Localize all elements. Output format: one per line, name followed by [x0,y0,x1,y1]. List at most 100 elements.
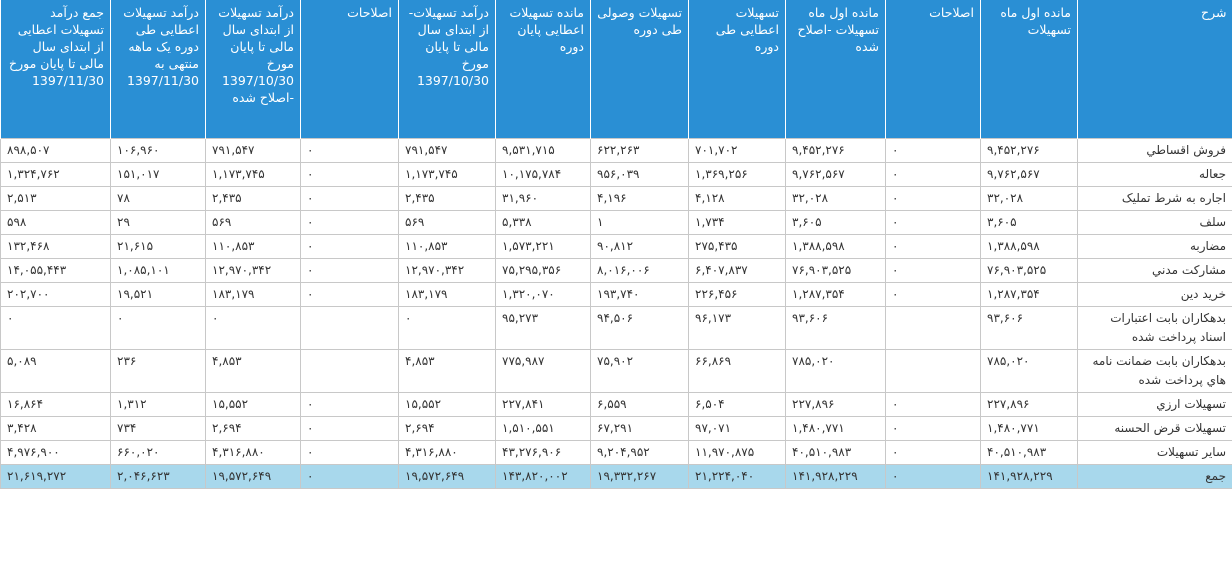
cell: ۲۲۷,۸۹۶ [785,392,886,417]
table-row: مضاربه ۱,۳۸۸,۵۹۸ ۰ ۱,۳۸۸,۵۹۸ ۲۷۵,۴۳۵ ۹۰,۸۱۲ ۱,… [0,234,1232,259]
column-header: درآمد تسهیلات اعطایی طی دوره یک ماهه منت… [110,0,206,139]
cell: ۴,۸۵۳ [398,349,496,393]
cell [300,306,399,350]
cell: ۱۱۰,۸۵۳ [205,234,301,259]
cell: ۵,۰۸۹ [0,349,111,393]
cell: ۱۴۳,۸۲۰,۰۰۲ [495,464,591,489]
cell: ۲,۶۹۴ [205,416,301,441]
cell: ۱,۴۸۰,۷۷۱ [980,416,1078,441]
cell: ۰ [300,234,399,259]
row-label: تسهيلات ارزي [1077,392,1232,417]
cell: ۶۶۰,۰۲۰ [110,440,206,465]
cell: ۶,۴۰۷,۸۳۷ [688,258,786,283]
cell: ۱۲,۹۷۰,۳۴۲ [398,258,496,283]
cell: ۲,۴۳۵ [398,186,496,211]
cell: ۱۴۱,۹۲۸,۲۲۹ [785,464,886,489]
cell: ۵,۳۳۸ [495,210,591,235]
table-row: تسهيلات قرض الحسنه ۱,۴۸۰,۷۷۱ ۰ ۱,۴۸۰,۷۷۱ ۹۷,… [0,416,1232,441]
row-label: اجاره به شرط تمليک [1077,186,1232,211]
row-label: مضاربه [1077,234,1232,259]
cell: ۷۰۱,۷۰۲ [688,138,786,163]
cell: ۳,۶۰۵ [980,210,1078,235]
cell: ۰ [885,234,981,259]
cell: ۰ [300,162,399,187]
cell: ۰ [398,306,496,350]
cell: ۲۷۵,۴۳۵ [688,234,786,259]
cell: ۱,۳۲۰,۰۷۰ [495,282,591,307]
cell: ۹۷,۰۷۱ [688,416,786,441]
cell: ۱,۳۶۹,۲۵۶ [688,162,786,187]
cell: ۷۹۱,۵۴۷ [205,138,301,163]
table-row: خريد دين ۱,۲۸۷,۳۵۴ ۰ ۱,۲۸۷,۳۵۴ ۲۲۶,۴۵۶ ۱۹۳,۷۴… [0,282,1232,307]
cell: ۹۳,۶۰۶ [785,306,886,350]
cell: ۰ [885,162,981,187]
column-header: شرح [1077,0,1232,139]
cell: ۲۱,۲۲۴,۰۴۰ [688,464,786,489]
row-label: جعاله [1077,162,1232,187]
cell: ۰ [885,258,981,283]
cell: ۰ [110,306,206,350]
cell: ۱,۵۱۰,۵۵۱ [495,416,591,441]
cell: ۷۶,۹۰۳,۵۲۵ [785,258,886,283]
cell: ۱۵,۵۵۲ [205,392,301,417]
row-label: تسهيلات قرض الحسنه [1077,416,1232,441]
cell: ۶,۵۰۴ [688,392,786,417]
cell: ۰ [885,282,981,307]
cell: ۱,۱۷۳,۷۴۵ [205,162,301,187]
table-body: فروش اقساطي ۹,۴۵۲,۲۷۶ ۰ ۹,۴۵۲,۲۷۶ ۷۰۱,۷۰۲ ۶۲۲… [0,138,1232,489]
column-header: مانده اول ماه تسهیلات [980,0,1078,139]
cell: ۰ [885,210,981,235]
column-header: درآمد تسهیلات از ابتدای سال مالی تا پایا… [205,0,301,139]
cell [300,349,399,393]
cell: ۱۸۳,۱۷۹ [205,282,301,307]
cell: ۹۶,۱۷۳ [688,306,786,350]
table-head: شرح مانده اول ماه تسهیلات اصلاحات مانده اول… [0,0,1232,139]
cell: ۰ [300,210,399,235]
cell: ۶,۵۵۹ [590,392,689,417]
cell: ۰ [205,306,301,350]
cell: ۳۲,۰۲۸ [980,186,1078,211]
cell: ۴,۳۱۶,۸۸۰ [205,440,301,465]
cell: ۱,۳۸۸,۵۹۸ [980,234,1078,259]
cell: ۵۶۹ [205,210,301,235]
header-row: شرح مانده اول ماه تسهیلات اصلاحات مانده اول… [0,0,1232,139]
cell: ۱,۰۸۵,۱۰۱ [110,258,206,283]
table-row: بدهکاران بابت ضمانت نامه هاي پرداخت شده ۷… [0,349,1232,393]
cell: ۰ [885,416,981,441]
column-header: تسهیلات اعطایی طی دوره [688,0,786,139]
cell: ۹۵۶,۰۳۹ [590,162,689,187]
cell: ۹۴,۵۰۶ [590,306,689,350]
cell: ۲,۰۴۶,۶۲۳ [110,464,206,489]
column-header: تسهیلات وصولی طی دوره [590,0,689,139]
cell: ۲,۵۱۳ [0,186,111,211]
table-row: فروش اقساطي ۹,۴۵۲,۲۷۶ ۰ ۹,۴۵۲,۲۷۶ ۷۰۱,۷۰۲ ۶۲۲… [0,138,1232,163]
table-row: سلف ۳,۶۰۵ ۰ ۳,۶۰۵ ۱,۷۳۴ ۱ ۵,۳۳۸ ۵۶۹ ۰ ۵۶۹ ۲۹ ۵۹۸ [0,210,1232,235]
cell: ۴۰,۵۱۰,۹۸۳ [785,440,886,465]
cell: ۱,۲۸۷,۳۵۴ [785,282,886,307]
cell: ۰ [0,306,111,350]
cell: ۲,۴۳۵ [205,186,301,211]
cell: ۱,۲۸۷,۳۵۴ [980,282,1078,307]
table-row: جعاله ۹,۷۶۲,۵۶۷ ۰ ۹,۷۶۲,۵۶۷ ۱,۳۶۹,۲۵۶ ۹۵۶,۰۳۹… [0,162,1232,187]
cell: ۱۸۳,۱۷۹ [398,282,496,307]
cell: ۶۲۲,۲۶۳ [590,138,689,163]
table-row: ساير تسهيلات ۴۰,۵۱۰,۹۸۳ ۰ ۴۰,۵۱۰,۹۸۳ ۱۱,۹۷۰,… [0,440,1232,465]
row-label: سلف [1077,210,1232,235]
cell: ۰ [885,186,981,211]
cell: ۰ [885,138,981,163]
cell: ۱,۳۲۴,۷۶۲ [0,162,111,187]
cell: ۴,۳۱۶,۸۸۰ [398,440,496,465]
cell: ۱۹,۳۳۲,۲۶۷ [590,464,689,489]
cell: ۶۷,۲۹۱ [590,416,689,441]
column-header: اصلاحات [885,0,981,139]
cell: ۰ [300,258,399,283]
cell: ۷۵,۲۹۵,۳۵۶ [495,258,591,283]
cell: ۰ [300,138,399,163]
cell: ۵۹۸ [0,210,111,235]
cell: ۱۶,۸۶۴ [0,392,111,417]
cell: ۴,۹۷۶,۹۰۰ [0,440,111,465]
cell: ۱۹۳,۷۴۰ [590,282,689,307]
table-row: مشارکت مدني ۷۶,۹۰۳,۵۲۵ ۰ ۷۶,۹۰۳,۵۲۵ ۶,۴۰۷,۸۳… [0,258,1232,283]
cell: ۰ [885,440,981,465]
cell: ۹۳,۶۰۶ [980,306,1078,350]
